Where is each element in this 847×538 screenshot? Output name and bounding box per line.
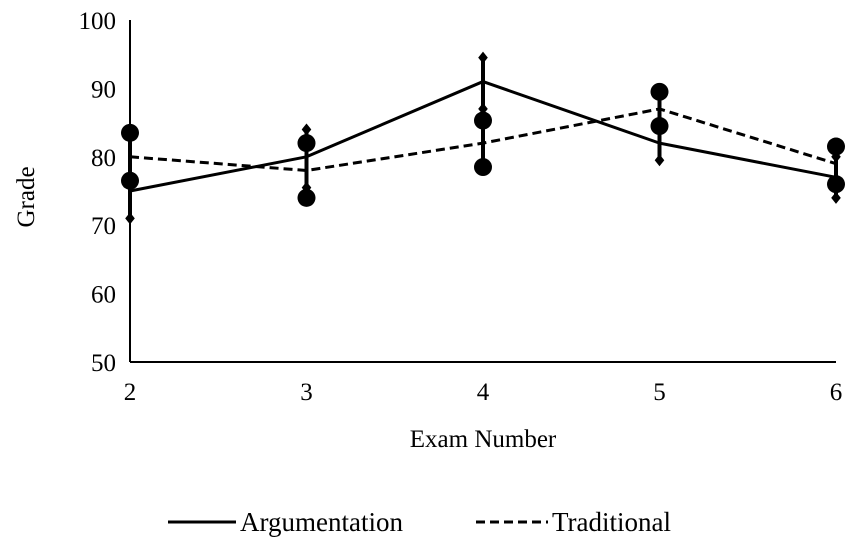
y-tick-label: 70 [91,213,116,240]
y-tick-label: 50 [91,350,116,377]
error-marker [474,111,492,130]
error-marker [654,154,665,167]
error-marker [297,188,316,207]
error-marker [478,51,488,64]
y-tick-labels: 50 60 70 80 90 100 [79,8,117,377]
series-layer [121,51,845,225]
x-tick-label: 5 [653,379,666,406]
x-tick-label: 2 [124,379,137,406]
legend-label-argumentation: Argumentation [240,507,403,537]
x-axis-label: Exam Number [410,426,557,453]
error-marker [831,191,841,204]
y-tick-label: 80 [91,145,116,172]
error-marker [301,123,312,136]
x-tick-labels: 2 3 4 5 6 [124,379,843,406]
x-tick-label: 4 [477,379,490,406]
error-marker [827,137,845,156]
error-marker [121,123,139,142]
error-marker [650,117,669,136]
x-tick-label: 3 [300,379,313,406]
y-tick-label: 100 [79,8,117,35]
y-axis-label: Grade [13,166,40,227]
series-traditional [121,82,845,207]
error-marker [474,158,492,177]
x-tick-label: 6 [830,379,843,406]
error-marker [827,175,845,194]
error-marker [125,212,135,225]
legend: Argumentation Traditional [168,507,671,537]
error-marker [121,171,139,190]
series-line [129,107,837,172]
legend-label-traditional: Traditional [552,507,671,537]
y-tick-label: 60 [91,282,116,309]
y-tick-label: 90 [91,76,116,103]
error-marker [650,82,669,101]
series-line [129,80,837,193]
error-marker [297,134,316,153]
